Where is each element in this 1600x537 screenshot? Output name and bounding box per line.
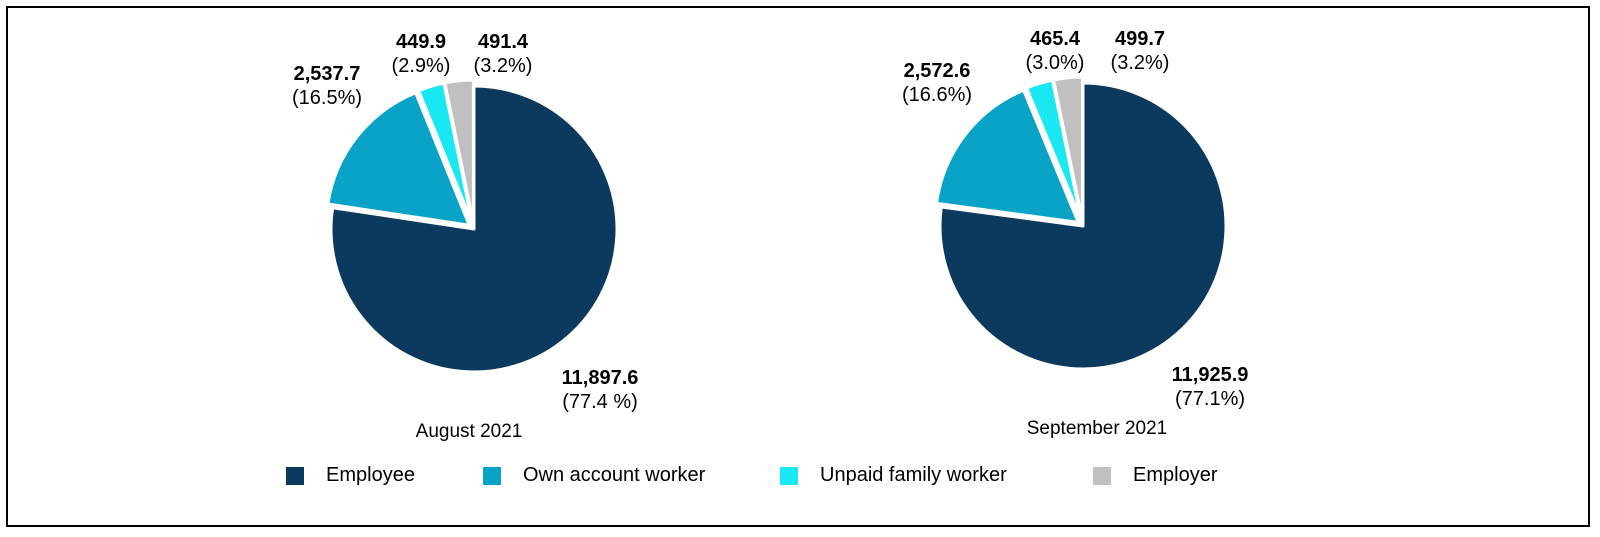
legend-label-unpaid-family-worker: Unpaid family worker xyxy=(820,464,1007,486)
slice-employer xyxy=(443,78,475,225)
percent-label-unpaid-family-worker: (2.9%) xyxy=(392,55,451,77)
value-label-own-account-worker: 2,572.6 xyxy=(904,60,971,82)
slice-employee xyxy=(938,81,1228,371)
legend-item-employer: Employer xyxy=(1093,464,1217,487)
legend-label-employer: Employer xyxy=(1133,464,1218,486)
value-label-employee: 11,925.9 xyxy=(1172,364,1249,386)
legend-swatch-employer xyxy=(1093,466,1111,485)
slice-own-account-worker xyxy=(935,88,1080,224)
percent-label-own-account-worker: (16.5%) xyxy=(292,87,362,109)
legend-item-own-account-worker: Own account worker xyxy=(483,464,705,487)
pie-title: September 2021 xyxy=(1027,418,1168,439)
value-label-unpaid-family-worker: 449.9 xyxy=(396,31,446,53)
percent-label-employee: (77.4 %) xyxy=(562,391,638,413)
chart-frame xyxy=(6,6,1590,527)
percent-label-employee: (77.1%) xyxy=(1175,388,1245,410)
value-label-employee: 11,897.6 xyxy=(562,367,639,389)
pie-title: August 2021 xyxy=(416,421,523,442)
legend: Employee Own account worker Unpaid famil… xyxy=(0,464,1600,500)
percent-label-own-account-worker: (16.6%) xyxy=(902,84,972,106)
legend-swatch-own-account-worker xyxy=(483,466,501,485)
legend-swatch-employee xyxy=(286,466,304,485)
legend-swatch-unpaid-family-worker xyxy=(780,466,798,485)
legend-label-employee: Employee xyxy=(326,464,415,486)
value-label-employer: 499.7 xyxy=(1115,28,1165,50)
pie-chart-august-2021: 11,897.6(77.4 %) 2,537.7(16.5%) 449.9(2.9%… xyxy=(292,31,638,442)
legend-label-own-account-worker: Own account worker xyxy=(523,464,706,486)
value-label-own-account-worker: 2,537.7 xyxy=(294,63,361,85)
percent-label-unpaid-family-worker: (3.0%) xyxy=(1026,52,1085,74)
pie-chart-september-2021: 11,925.9(77.1%) 2,572.6(16.6%) 465.4(3.0%)… xyxy=(902,28,1248,439)
value-label-unpaid-family-worker: 465.4 xyxy=(1030,28,1081,50)
slice-employee xyxy=(329,84,619,374)
legend-item-employee: Employee xyxy=(286,464,415,487)
slice-employer xyxy=(1052,75,1084,222)
value-label-employer: 491.4 xyxy=(478,31,529,53)
percent-label-employer: (3.2%) xyxy=(474,55,533,77)
legend-item-unpaid-family-worker: Unpaid family worker xyxy=(780,464,1007,487)
slice-own-account-worker xyxy=(326,91,471,227)
percent-label-employer: (3.2%) xyxy=(1111,52,1170,74)
